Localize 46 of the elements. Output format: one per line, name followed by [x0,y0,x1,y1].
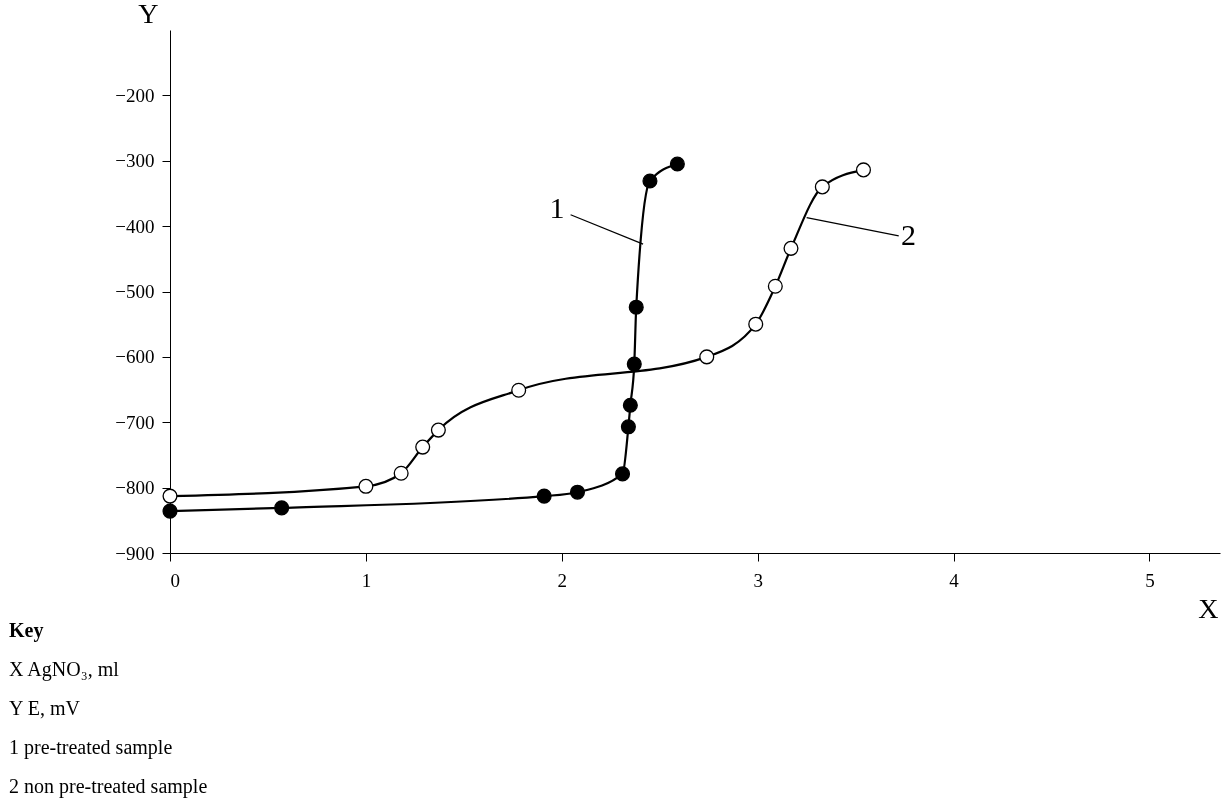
point [569,484,585,500]
point [358,478,374,494]
point [699,349,715,365]
x-axis-title: X [1198,592,1219,624]
legend-label: 2 [901,217,917,251]
point [162,488,178,504]
point [669,156,685,172]
text: Key [9,619,44,642]
x-tick-label: 2 [557,569,568,591]
x-tick-label: 4 [949,569,960,591]
y-tick-label: −500 [115,281,155,302]
text: X AgNO₃, ml [9,658,120,681]
y-tick-label: −900 [115,542,155,564]
x-tick-label: 3 [753,569,763,591]
point [430,422,446,438]
y-tick-label: −800 [115,477,155,499]
point [855,162,872,178]
point [620,419,636,435]
text: 1 [549,191,565,225]
y-tick-label: −600 [115,346,155,368]
point [767,278,783,294]
point [162,503,178,519]
point [783,240,799,256]
point [274,500,290,516]
point [393,465,409,481]
point [748,316,764,332]
text: Y E, mV [9,697,81,719]
y-tick-label: −200 [115,84,155,106]
point [622,397,638,413]
point [628,299,644,315]
point [415,439,431,455]
x-tick-label: 1 [361,569,372,591]
y-tick-label: −400 [115,215,155,237]
x-tick-label: 0 [170,569,180,591]
point [536,488,552,504]
point [642,173,658,189]
point [626,356,642,372]
point [614,466,631,482]
point [511,382,527,398]
y-tick-label: −300 [115,150,155,172]
text: 1 pre-treated sample [9,736,173,759]
text: 2 non pre-treated sample [9,775,208,798]
point [814,179,830,195]
y-tick-label: −700 [115,411,155,433]
y-axis-title: Y [138,0,159,29]
x-tick-label: 5 [1145,569,1155,591]
